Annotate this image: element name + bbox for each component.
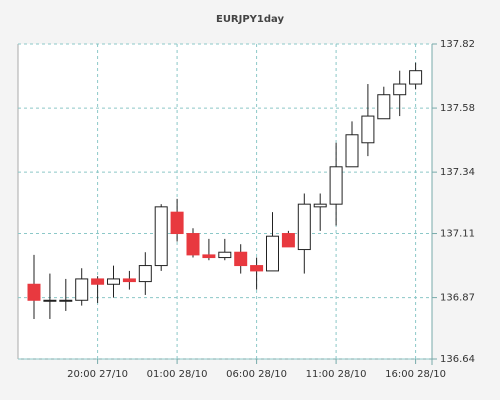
x-tick-label: 20:00 27/10 xyxy=(67,369,128,380)
candle-body xyxy=(202,254,216,259)
x-tick-label: 01:00 28/10 xyxy=(147,369,208,380)
candle-body xyxy=(122,278,136,283)
candle-body xyxy=(250,265,264,272)
y-tick-label: 136.87 xyxy=(440,293,475,304)
y-tick-label: 137.34 xyxy=(440,167,475,178)
candle-body xyxy=(186,233,200,256)
plot-area xyxy=(18,44,432,359)
candle-body xyxy=(377,94,391,120)
candle-body xyxy=(43,299,57,302)
chart-title: EURJPY1day xyxy=(216,14,284,25)
candle-body xyxy=(59,299,73,302)
y-tick-label: 137.11 xyxy=(440,229,475,240)
x-tick-label: 16:00 28/10 xyxy=(385,369,446,380)
candle-body xyxy=(170,211,184,235)
candle-body xyxy=(361,115,375,144)
candle-body xyxy=(313,203,327,208)
y-tick-label: 137.82 xyxy=(440,39,475,50)
candle-body xyxy=(266,235,279,272)
candle-body xyxy=(409,70,423,85)
y-tick-label: 137.58 xyxy=(440,103,475,114)
x-tick-label: 11:00 28/10 xyxy=(306,369,367,380)
candle-body xyxy=(75,278,89,301)
x-tick-label: 06:00 28/10 xyxy=(226,369,287,380)
candle-body xyxy=(393,83,407,96)
candle-body xyxy=(329,166,343,205)
candle-body xyxy=(154,206,168,267)
candle-body xyxy=(281,233,295,248)
candle-body xyxy=(107,278,120,285)
candle-body xyxy=(27,283,41,301)
candle-body xyxy=(138,265,152,283)
candle-body xyxy=(297,203,311,251)
candle-body xyxy=(345,134,359,168)
candle-body xyxy=(218,251,232,259)
y-tick-label: 136.64 xyxy=(440,354,475,365)
candle-body xyxy=(91,278,105,285)
candle-body xyxy=(234,251,248,267)
